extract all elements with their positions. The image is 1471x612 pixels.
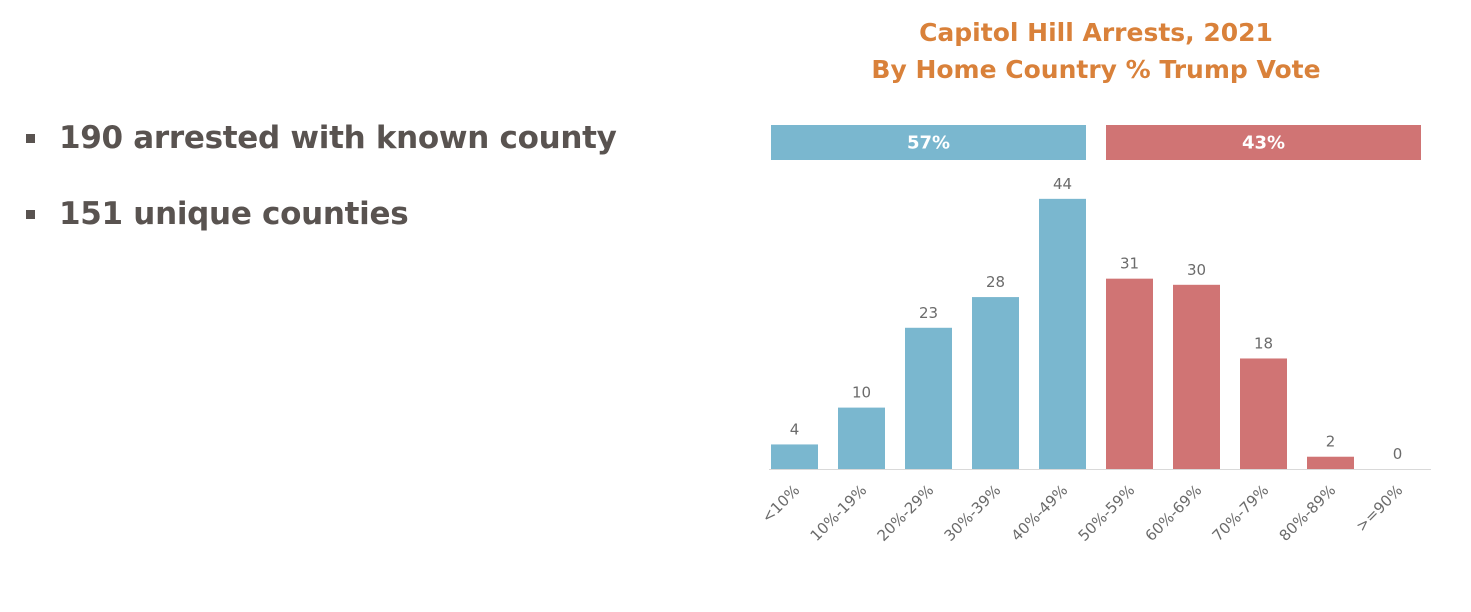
bar (1039, 198, 1086, 469)
bar-value-label: 18 (1254, 334, 1273, 352)
bar (1173, 284, 1220, 469)
x-tick-label: 30%-39% (941, 481, 1005, 545)
bullet-arrested: 190 arrested with known county (22, 116, 617, 160)
bar-value-label: 4 (790, 420, 800, 438)
group-bar-1 (771, 125, 1086, 160)
bar (1106, 278, 1153, 469)
bullet-text: 151 unique counties (59, 196, 409, 232)
x-tick-label: 70%-79% (1209, 481, 1273, 545)
bar-value-label: 31 (1120, 255, 1139, 273)
group-bar-2 (1106, 125, 1421, 160)
x-tick-label: 40%-49% (1008, 481, 1072, 545)
bullet-counties: 151 unique counties (22, 192, 617, 236)
bar (1240, 358, 1287, 469)
x-tick-label: 80%-89% (1276, 481, 1340, 545)
bar-value-label: 23 (919, 304, 938, 322)
x-tick-label: >=90% (1352, 481, 1406, 535)
bar-value-label: 30 (1187, 261, 1206, 279)
bar (972, 297, 1019, 469)
bar (905, 327, 952, 469)
chart-subtitle: By Home Country % Trump Vote (871, 55, 1321, 84)
bullet-text: 190 arrested with known county (59, 120, 617, 156)
bar-value-label: 44 (1053, 175, 1072, 193)
x-tick-label: 60%-69% (1142, 481, 1206, 545)
bullet-list: 190 arrested with known county 151 uniqu… (22, 116, 617, 268)
bar (771, 444, 818, 469)
bar-value-label: 10 (852, 384, 871, 402)
chart-title-block: Capitol Hill Arrests, 2021 By Home Count… (760, 14, 1432, 88)
x-tick-label: 10%-19% (807, 481, 871, 545)
group-bar-label: 43% (1242, 133, 1285, 154)
bar-value-label: 0 (1393, 445, 1403, 463)
bullet-marker-icon (26, 209, 35, 219)
bar (1307, 456, 1354, 469)
group-bar-label: 57% (907, 133, 950, 154)
bar (838, 407, 885, 469)
chart-title: Capitol Hill Arrests, 2021 (919, 18, 1273, 47)
x-tick-label: 20%-29% (874, 481, 938, 545)
bullet-marker-icon (26, 133, 35, 143)
bar-value-label: 2 (1326, 433, 1336, 451)
bar-value-label: 28 (986, 273, 1005, 291)
x-tick-label: <10% (758, 481, 803, 526)
x-tick-label: 50%-59% (1075, 481, 1139, 545)
